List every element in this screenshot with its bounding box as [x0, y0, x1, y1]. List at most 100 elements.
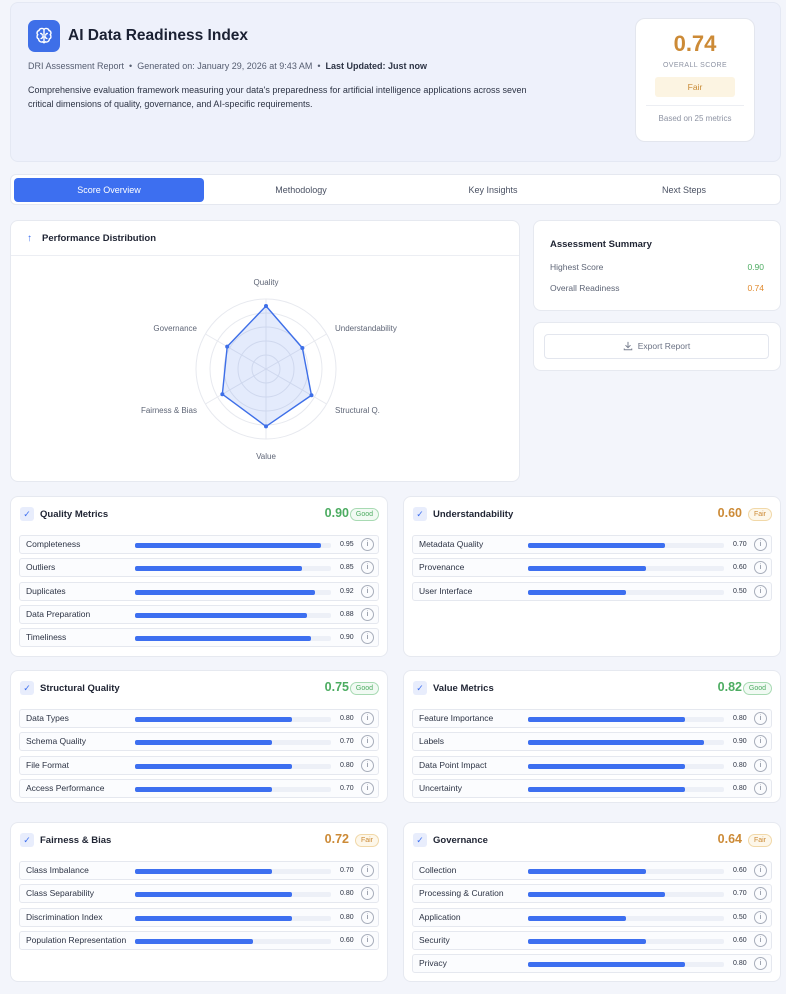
info-icon[interactable]: i	[754, 957, 767, 971]
metric-value: 0.80	[733, 715, 747, 722]
check-icon: ✓	[20, 507, 34, 521]
metric-row: Discrimination Index 0.80 i	[19, 907, 379, 927]
status-badge: Fair	[354, 834, 379, 847]
info-icon[interactable]: i	[361, 758, 374, 772]
metric-row: Privacy 0.80 i	[412, 954, 772, 974]
info-icon[interactable]: i	[754, 781, 767, 795]
metric-bar-fill	[135, 869, 273, 874]
metric-label: Access Performance	[26, 782, 105, 793]
metric-bar-track	[528, 892, 724, 898]
metric-bar-fill	[528, 915, 626, 921]
metric-row: Access Performance 0.70 i	[19, 778, 379, 798]
metric-value: 0.80	[733, 960, 747, 968]
metric-bar-fill	[528, 938, 646, 944]
metric-value: 0.60	[733, 867, 747, 874]
metric-bar-fill	[135, 543, 322, 548]
summary-value: 0.90	[747, 262, 764, 272]
metric-label: User Interface	[419, 585, 473, 596]
tab-key-insights[interactable]: Key Insights	[468, 185, 518, 195]
status-badge: Good	[349, 682, 379, 695]
info-icon[interactable]: i	[754, 584, 767, 598]
metric-bar-track	[135, 717, 331, 722]
radar-point[interactable]	[264, 424, 268, 429]
overall-score-value: 0.74	[673, 31, 717, 56]
metric-bar-track	[528, 938, 724, 944]
export-card: Export Report	[533, 322, 781, 371]
info-icon[interactable]: i	[361, 584, 374, 598]
performance-header: ↑ Performance Distribution	[11, 221, 519, 256]
info-icon[interactable]: i	[754, 712, 767, 725]
info-icon[interactable]: i	[754, 758, 767, 772]
radar-point[interactable]	[300, 346, 305, 350]
info-icon[interactable]: i	[754, 538, 767, 551]
radar-point[interactable]	[220, 392, 225, 397]
metric-bar-fill	[528, 786, 685, 792]
info-icon[interactable]: i	[754, 864, 767, 877]
metric-card-title: Quality Metrics	[40, 509, 109, 520]
metric-value: 0.80	[733, 784, 747, 792]
metric-bar-fill	[135, 892, 292, 898]
info-icon[interactable]: i	[754, 735, 767, 749]
metric-value: 0.88	[340, 610, 354, 618]
info-icon[interactable]: i	[361, 735, 374, 749]
assessment-summary-card: Assessment Summary Highest Score 0.90 Ov…	[533, 220, 781, 311]
radar-point[interactable]	[309, 393, 314, 398]
info-icon[interactable]: i	[754, 561, 767, 575]
metric-card: ✓ Quality Metrics 0.90 Good Completeness…	[10, 496, 388, 657]
metric-card-score: 0.60	[717, 506, 742, 520]
metric-bar-fill	[528, 869, 646, 874]
metric-row: Data Point Impact 0.80 i	[412, 755, 772, 775]
report-label: DRI Assessment Report	[28, 61, 125, 71]
metric-bar-fill	[135, 636, 312, 642]
info-icon[interactable]: i	[361, 933, 374, 947]
metric-bar-fill	[135, 612, 308, 618]
metric-bar-track	[528, 962, 724, 968]
metric-card-score: 0.90	[324, 506, 349, 520]
metric-value: 0.92	[340, 587, 354, 595]
metric-bar-track	[528, 566, 724, 572]
metric-value: 0.90	[340, 634, 354, 642]
metric-label: Collection	[419, 865, 457, 875]
brain-icon	[28, 20, 60, 52]
metric-bar-track	[528, 786, 724, 792]
metric-value: 0.80	[733, 761, 747, 769]
info-icon[interactable]: i	[361, 864, 374, 877]
info-icon[interactable]: i	[361, 910, 374, 924]
metric-value: 0.70	[340, 738, 354, 746]
metric-row: Labels 0.90 i	[412, 732, 772, 752]
info-icon[interactable]: i	[361, 887, 374, 901]
radar-point[interactable]	[225, 344, 230, 349]
info-icon[interactable]: i	[361, 538, 374, 551]
generated-date: Generated on: January 29, 2026 at 9:43 A…	[137, 61, 313, 71]
metric-bar-fill	[528, 717, 685, 722]
info-icon[interactable]: i	[754, 933, 767, 947]
metric-value: 0.70	[340, 784, 354, 792]
info-icon[interactable]: i	[361, 781, 374, 795]
metric-card: ✓ Fairness & Bias 0.72 Fair Class Imbala…	[10, 822, 388, 982]
info-icon[interactable]: i	[361, 561, 374, 575]
metric-label: Duplicates	[26, 585, 66, 596]
export-report-button[interactable]: Export Report	[544, 334, 769, 359]
metric-value: 0.60	[340, 936, 354, 944]
metric-label: Processing & Curation	[419, 888, 504, 899]
info-icon[interactable]: i	[754, 910, 767, 924]
metric-row: Class Separability 0.80 i	[19, 884, 379, 904]
radar-axis-label: Fairness & Bias	[141, 406, 197, 415]
info-icon[interactable]: i	[361, 631, 374, 645]
tab-next-steps[interactable]: Next Steps	[661, 185, 707, 195]
radar-point[interactable]	[264, 304, 268, 308]
overall-rating-badge: Fair	[655, 77, 735, 97]
metric-label: Security	[419, 934, 450, 945]
metric-label: Class Separability	[26, 888, 95, 899]
tab-bar: Score Overview Methodology Key Insights …	[10, 174, 781, 205]
metric-card-title: Structural Quality	[40, 683, 120, 694]
metric-bar-track	[528, 543, 724, 548]
info-icon[interactable]: i	[361, 712, 374, 725]
tab-methodology[interactable]: Methodology	[275, 185, 327, 195]
info-icon[interactable]: i	[361, 607, 374, 621]
metric-label: Discrimination Index	[26, 911, 103, 922]
metric-card-header: ✓ Understandability 0.60 Fair	[404, 497, 780, 531]
metric-label: Outliers	[26, 562, 56, 573]
info-icon[interactable]: i	[754, 887, 767, 901]
tab-score-overview[interactable]: Score Overview	[14, 178, 204, 202]
